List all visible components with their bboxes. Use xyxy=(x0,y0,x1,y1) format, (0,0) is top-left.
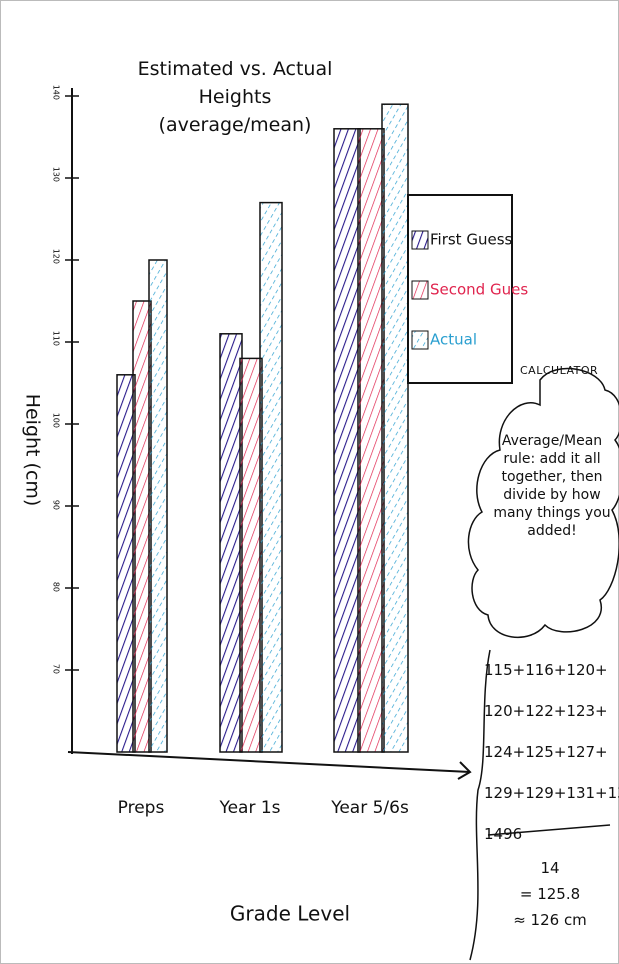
chart-title: Estimated vs. Actual Heights (average/me… xyxy=(135,55,335,139)
calculation-line: 115+116+120+ xyxy=(484,650,616,691)
y-tick-label: 80 xyxy=(52,582,61,592)
bar xyxy=(358,129,384,752)
rule-note: Average/Mean rule: add it all together, … xyxy=(488,432,616,540)
calculation-line: 1496 xyxy=(484,814,616,855)
legend-swatch xyxy=(412,281,428,299)
calculation-line: 14 xyxy=(484,855,616,881)
y-axis-label: Height (cm) xyxy=(22,394,44,507)
bar xyxy=(240,358,262,752)
calculation: 115+116+120+120+122+123+124+125+127+129+… xyxy=(484,650,616,933)
y-tick-label: 100 xyxy=(52,413,61,428)
legend-swatch xyxy=(412,331,428,349)
legend-label: First Guess xyxy=(430,231,513,249)
y-tick-label: 110 xyxy=(52,331,61,346)
bar xyxy=(334,129,360,752)
calculation-line: ≈ 126 cm xyxy=(484,907,616,933)
calculation-line: 129+129+131+135+ xyxy=(484,773,616,814)
y-tick-label: 140 xyxy=(52,85,61,100)
legend-swatch xyxy=(412,231,428,249)
bar xyxy=(149,260,167,752)
x-tick-label: Year 5/6s xyxy=(330,798,409,818)
y-tick-label: 70 xyxy=(52,664,61,674)
calculation-line: 120+122+123+ xyxy=(484,691,616,732)
bar xyxy=(260,203,282,752)
y-tick-label: 130 xyxy=(52,167,61,182)
calculation-line: 124+125+127+ xyxy=(484,732,616,773)
calculator-label: CALCULATOR xyxy=(520,362,598,380)
y-tick-label: 90 xyxy=(52,500,61,510)
y-tick-label: 120 xyxy=(52,249,61,264)
x-tick-label: Preps xyxy=(118,798,165,818)
x-tick-label: Year 1s xyxy=(218,798,280,818)
page: {"chart_data": {"type": "bar", "title": … xyxy=(0,0,619,964)
bar xyxy=(220,334,242,752)
legend-label: Second Gues xyxy=(430,281,528,299)
calculation-line: = 125.8 xyxy=(484,881,616,907)
x-axis-label: Grade Level xyxy=(230,902,350,926)
bar xyxy=(382,104,408,752)
legend-label: Actual xyxy=(430,331,477,349)
x-axis xyxy=(68,752,470,772)
